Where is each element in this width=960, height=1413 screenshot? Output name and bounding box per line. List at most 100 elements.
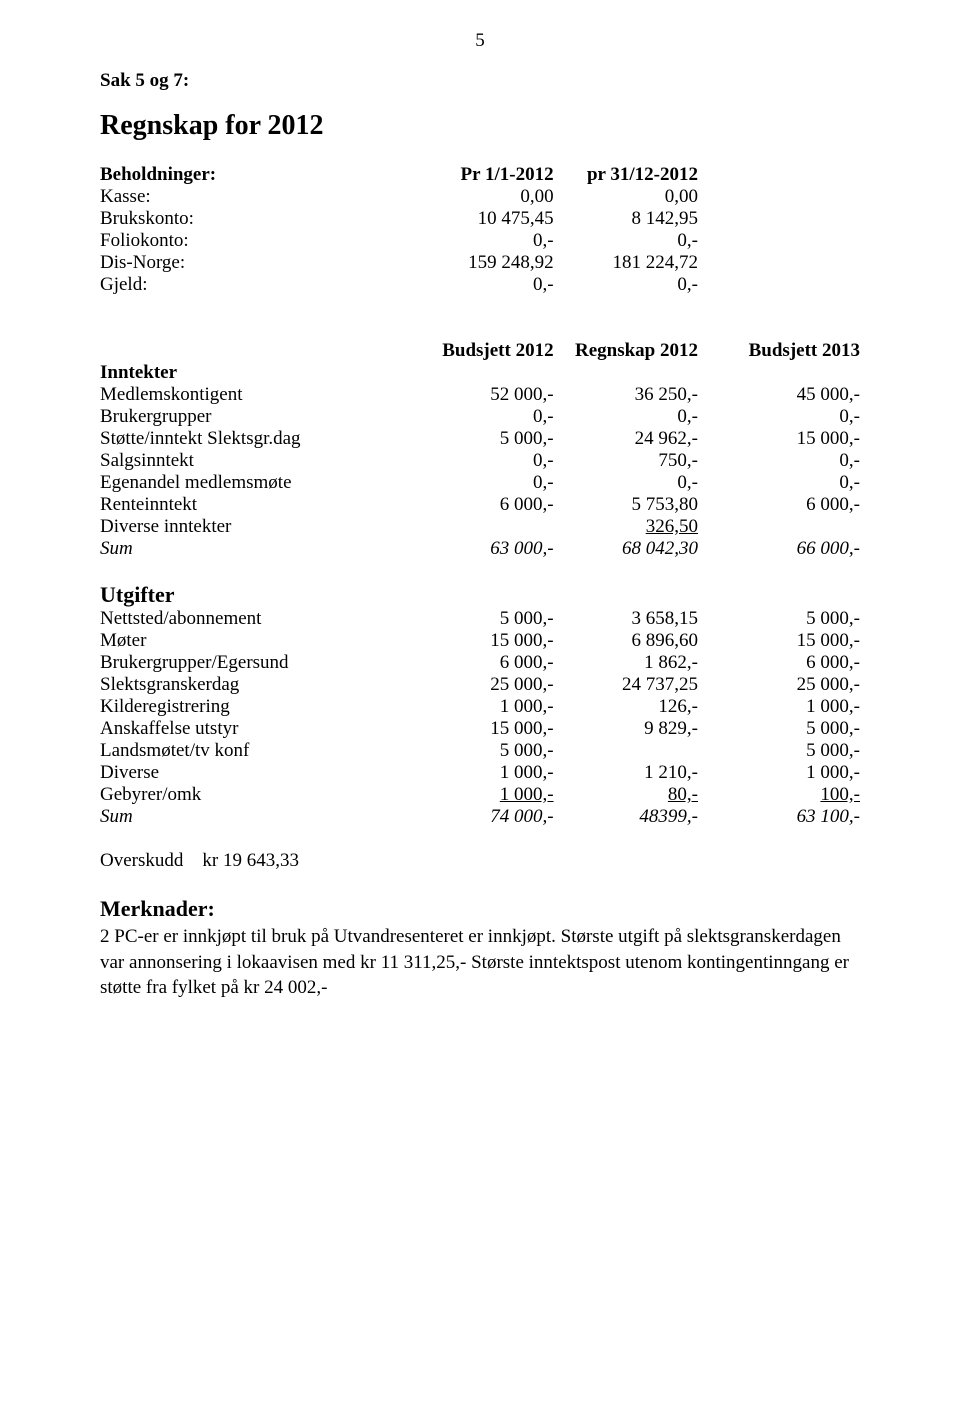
row-value: 750,- (564, 450, 708, 472)
row-value: 15 000,- (419, 718, 563, 740)
table-row: Gjeld: 0,- 0,- (100, 274, 860, 296)
table-row: Diverse inntekter 326,50 (100, 516, 860, 538)
table-row: Landsmøtet/tv konf 5 000,- 5 000,- (100, 740, 860, 762)
row-label: Renteinntekt (100, 494, 419, 516)
sum-row: Sum 63 000,- 68 042,30 66 000,- (100, 538, 860, 560)
row-value: 6 000,- (708, 652, 860, 674)
table-row: Brukskonto: 10 475,45 8 142,95 (100, 208, 860, 230)
merknader-text: 2 PC-er er innkjøpt til bruk på Utvandre… (100, 924, 860, 1001)
utgifter-title: Utgifter (100, 582, 419, 608)
row-value: 5 000,- (708, 608, 860, 630)
budget-header-col2: Regnskap 2012 (564, 340, 708, 362)
row-value: 5 000,- (708, 740, 860, 762)
row-value: 45 000,- (708, 384, 860, 406)
row-value: 0,- (419, 406, 563, 428)
row-label: Gjeld: (100, 274, 419, 296)
table-row: Brukergrupper/Egersund 6 000,- 1 862,- 6… (100, 652, 860, 674)
row-value: 68 042,30 (564, 538, 708, 560)
row-value: 1 862,- (564, 652, 708, 674)
table-row: Gebyrer/omk 1 000,- 80,- 100,- (100, 784, 860, 806)
row-value: 181 224,72 (564, 252, 708, 274)
row-value: 80,- (564, 784, 708, 806)
row-value: 25 000,- (708, 674, 860, 696)
row-value: 326,50 (564, 516, 708, 538)
table-row: Nettsted/abonnement 5 000,- 3 658,15 5 0… (100, 608, 860, 630)
row-value: 1 000,- (708, 696, 860, 718)
row-label: Foliokonto: (100, 230, 419, 252)
row-value: 1 000,- (419, 696, 563, 718)
overskudd-value: kr 19 643,33 (202, 850, 299, 871)
row-value: 0,- (708, 472, 860, 494)
row-value: 1 000,- (419, 762, 563, 784)
row-value: 63 000,- (419, 538, 563, 560)
row-value: 5 000,- (708, 718, 860, 740)
table-row: Foliokonto: 0,- 0,- (100, 230, 860, 252)
row-label: Diverse inntekter (100, 516, 419, 538)
table-row: Dis-Norge: 159 248,92 181 224,72 (100, 252, 860, 274)
row-value: 10 475,45 (419, 208, 563, 230)
overskudd-label: Overskudd (100, 850, 183, 871)
table-row: Medlemskontigent 52 000,- 36 250,- 45 00… (100, 384, 860, 406)
row-value (419, 516, 563, 538)
sum-row: Sum 74 000,- 48399,- 63 100,- (100, 806, 860, 828)
page-title: Regnskap for 2012 (100, 110, 860, 142)
row-value: 6 896,60 (564, 630, 708, 652)
row-value: 36 250,- (564, 384, 708, 406)
row-label: Brukskonto: (100, 208, 419, 230)
row-label: Nettsted/abonnement (100, 608, 419, 630)
row-value: 48399,- (564, 806, 708, 828)
row-value: 0,- (708, 406, 860, 428)
row-value: 9 829,- (564, 718, 708, 740)
row-value: 66 000,- (708, 538, 860, 560)
row-value: 0,- (419, 274, 563, 296)
row-label: Gebyrer/omk (100, 784, 419, 806)
row-value: 126,- (564, 696, 708, 718)
table-row: Salgsinntekt 0,- 750,- 0,- (100, 450, 860, 472)
table-row: Støtte/inntekt Slektsgr.dag 5 000,- 24 9… (100, 428, 860, 450)
row-label: Egenandel medlemsmøte (100, 472, 419, 494)
row-label: Støtte/inntekt Slektsgr.dag (100, 428, 419, 450)
row-label: Salgsinntekt (100, 450, 419, 472)
table-row: Brukergrupper 0,- 0,- 0,- (100, 406, 860, 428)
row-value: 0,- (564, 274, 708, 296)
budget-header-col3: Budsjett 2013 (708, 340, 860, 362)
row-label: Sum (100, 538, 419, 560)
row-label: Dis-Norge: (100, 252, 419, 274)
row-value: 1 000,- (419, 784, 563, 806)
row-value: 0,- (708, 450, 860, 472)
table-row: Diverse 1 000,- 1 210,- 1 000,- (100, 762, 860, 784)
row-label: Landsmøtet/tv konf (100, 740, 419, 762)
table-row: Møter 15 000,- 6 896,60 15 000,- (100, 630, 860, 652)
row-value: 15 000,- (708, 630, 860, 652)
row-value: 15 000,- (708, 428, 860, 450)
row-value: 0,- (419, 450, 563, 472)
table-row: Renteinntekt 6 000,- 5 753,80 6 000,- (100, 494, 860, 516)
row-value: 5 000,- (419, 608, 563, 630)
beholdninger-header-col2: pr 31/12-2012 (564, 164, 708, 186)
table-row: Kasse: 0,00 0,00 (100, 186, 860, 208)
overskudd-line: Overskudd kr 19 643,33 (100, 850, 860, 872)
row-value: 24 737,25 (564, 674, 708, 696)
row-label: Kilderegistrering (100, 696, 419, 718)
row-value: 5 000,- (419, 740, 563, 762)
beholdninger-table: Beholdninger: Pr 1/1-2012 pr 31/12-2012 … (100, 164, 860, 296)
row-value: 1 210,- (564, 762, 708, 784)
row-value: 15 000,- (419, 630, 563, 652)
row-label: Brukergrupper (100, 406, 419, 428)
row-value: 74 000,- (419, 806, 563, 828)
row-value: 0,- (564, 472, 708, 494)
table-row: Kilderegistrering 1 000,- 126,- 1 000,- (100, 696, 860, 718)
budget-table: Budsjett 2012 Regnskap 2012 Budsjett 201… (100, 340, 860, 828)
row-label: Diverse (100, 762, 419, 784)
row-label: Møter (100, 630, 419, 652)
inntekter-title: Inntekter (100, 362, 419, 384)
row-value: 0,00 (564, 186, 708, 208)
row-value: 25 000,- (419, 674, 563, 696)
row-value: 6 000,- (419, 652, 563, 674)
row-label: Slektsgranskerdag (100, 674, 419, 696)
row-value: 0,- (419, 472, 563, 494)
row-label: Kasse: (100, 186, 419, 208)
row-value (564, 740, 708, 762)
row-value: 63 100,- (708, 806, 860, 828)
beholdninger-header-col1: Pr 1/1-2012 (419, 164, 563, 186)
